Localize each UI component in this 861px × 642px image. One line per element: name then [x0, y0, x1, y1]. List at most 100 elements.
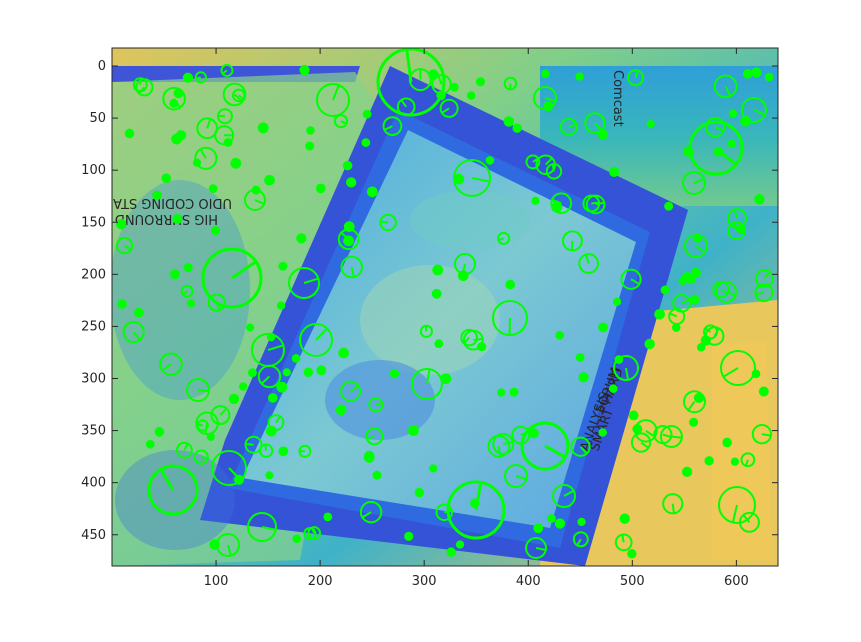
feature-marker-circle: [305, 369, 312, 376]
feature-marker-circle: [477, 78, 484, 85]
x-tick-label: 600: [724, 574, 749, 589]
feature-marker-circle: [633, 425, 641, 433]
feature-marker-circle: [741, 117, 750, 126]
feature-marker-circle: [324, 513, 331, 520]
feature-marker-circle: [230, 395, 238, 403]
feature-marker-circle: [760, 388, 768, 396]
feature-marker-circle: [188, 300, 194, 306]
feature-marker-circle: [694, 235, 701, 242]
feature-marker-circle: [698, 344, 704, 350]
feature-marker-circle: [532, 198, 538, 204]
feature-marker-circle: [212, 227, 219, 234]
y-tick-label: 100: [81, 163, 106, 178]
feature-marker-circle: [548, 515, 555, 522]
feature-marker-circle: [732, 459, 738, 465]
feature-marker-circle: [365, 453, 374, 462]
feature-marker-circle: [766, 74, 773, 81]
feature-marker-orientation: [198, 424, 203, 425]
feature-marker-circle: [247, 324, 253, 330]
feature-marker-circle: [259, 123, 268, 132]
feature-marker-circle: [277, 383, 286, 392]
feature-marker-circle: [451, 84, 458, 91]
feature-marker-circle: [752, 69, 760, 77]
feature-marker-circle: [429, 70, 437, 78]
feature-marker-circle: [364, 111, 371, 118]
y-tick-label: 200: [81, 267, 106, 282]
feature-marker-circle: [691, 296, 699, 304]
feature-marker-circle: [648, 121, 654, 127]
feature-marker-circle: [147, 441, 154, 448]
y-tick-label: 50: [89, 111, 106, 126]
feature-marker-orientation: [426, 326, 427, 332]
feature-marker-circle: [683, 468, 691, 476]
feature-marker-circle: [235, 476, 243, 484]
feature-marker-circle: [210, 185, 217, 192]
feature-marker-circle: [347, 178, 355, 186]
feature-marker-circle: [723, 439, 731, 447]
feature-marker-circle: [530, 429, 538, 437]
feature-marker-circle: [433, 290, 441, 298]
feature-marker-circle: [162, 174, 170, 182]
feature-marker-circle: [240, 383, 246, 389]
feature-marker-circle: [117, 220, 125, 228]
feature-marker-circle: [279, 263, 286, 270]
feature-marker-circle: [339, 349, 348, 358]
y-tick-label: 0: [98, 59, 106, 74]
feature-marker-circle: [185, 264, 192, 271]
feature-marker-circle: [153, 192, 161, 200]
feature-marker-circle: [317, 366, 325, 374]
feature-marker-circle: [705, 457, 712, 464]
feature-marker-circle: [447, 548, 454, 555]
feature-marker-circle: [730, 110, 736, 116]
y-tick-label: 350: [81, 424, 106, 439]
feature-marker-circle: [435, 340, 442, 347]
feature-marker-circle: [441, 374, 450, 383]
y-tick-label: 250: [81, 319, 106, 334]
feature-marker-circle: [715, 148, 723, 156]
feature-marker-circle: [728, 140, 735, 147]
image-text-comcast: Comcast: [610, 70, 625, 127]
y-tick-label: 400: [81, 476, 106, 491]
feature-marker-circle: [662, 287, 669, 294]
feature-marker-circle: [684, 147, 693, 156]
feature-marker-circle: [278, 302, 284, 308]
feature-marker-circle: [692, 269, 700, 277]
feature-marker-circle: [577, 354, 584, 361]
feature-marker-circle: [513, 124, 520, 131]
feature-marker-circle: [471, 499, 478, 506]
x-tick-label: 500: [620, 574, 645, 589]
feature-marker-circle: [373, 472, 380, 479]
feature-marker-circle: [297, 234, 305, 242]
feature-marker-orientation: [201, 457, 208, 458]
feature-marker-orientation: [380, 222, 388, 223]
y-tick-label: 150: [81, 215, 106, 230]
feature-marker-orientation: [499, 446, 500, 456]
feature-marker-circle: [645, 340, 653, 348]
feature-marker-circle: [284, 369, 290, 375]
feature-marker-circle: [655, 310, 664, 319]
feature-marker-circle: [391, 370, 398, 377]
feature-marker-orientation: [553, 164, 554, 171]
feature-marker-circle: [542, 70, 549, 77]
feature-marker-circle: [498, 389, 504, 395]
feature-marker-circle: [690, 419, 697, 426]
feature-marker-circle: [614, 299, 620, 305]
feature-marker-circle: [231, 159, 240, 168]
feature-marker-circle: [416, 489, 423, 496]
feature-marker-circle: [506, 281, 514, 289]
feature-marker-circle: [578, 519, 584, 525]
feature-marker-circle: [118, 300, 126, 308]
feature-marker-circle: [630, 412, 638, 420]
feature-marker-circle: [293, 355, 300, 362]
feature-marker-circle: [628, 550, 635, 557]
feature-marker-circle: [753, 370, 760, 377]
x-tick-label: 300: [412, 574, 437, 589]
feature-marker-circle: [208, 434, 214, 440]
feature-marker-circle: [368, 187, 377, 196]
feature-marker-orientation: [198, 390, 209, 391]
feature-marker-orientation: [265, 445, 266, 451]
feature-marker-orientation: [591, 202, 599, 203]
feature-marker-circle: [269, 394, 277, 402]
mirrored-text-2: UDIO CODING STA: [113, 195, 232, 210]
